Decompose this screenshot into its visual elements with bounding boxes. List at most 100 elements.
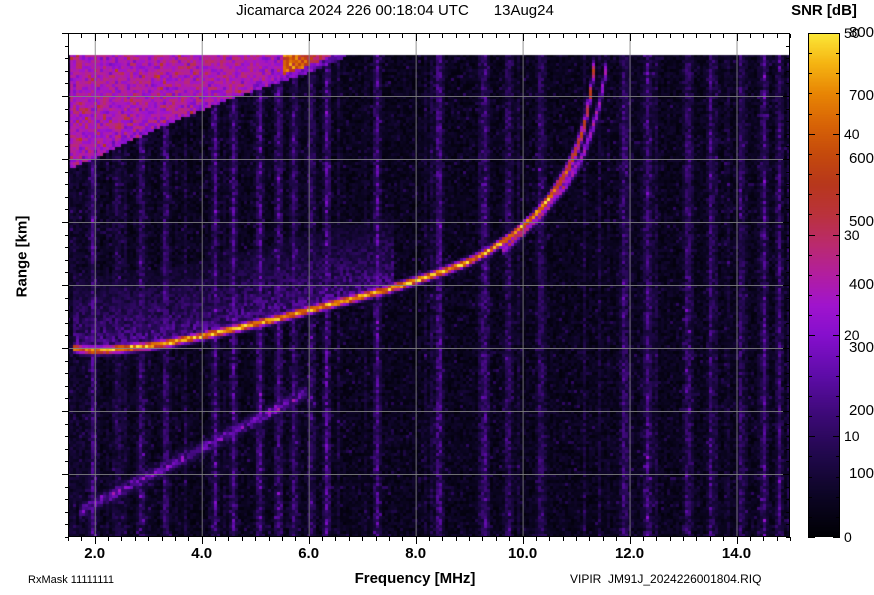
colorbar-tick — [808, 73, 812, 74]
x-tick-minor — [643, 537, 644, 541]
y-axis-tick-label: 400 — [848, 276, 874, 293]
x-axis-tick-label: 4.0 — [191, 545, 213, 562]
y-tick-major — [62, 222, 69, 223]
y-tick-minor — [65, 461, 69, 462]
x-tick-minor — [750, 537, 751, 541]
x-tick-major — [630, 537, 631, 544]
x-tick-minor — [188, 537, 189, 541]
x-tick-minor — [616, 537, 617, 541]
x-tick-major — [523, 537, 524, 544]
y-tick-right — [786, 537, 790, 538]
colorbar-tick — [808, 396, 812, 397]
x-tick-minor — [68, 537, 69, 541]
y-tick-minor — [65, 323, 69, 324]
x-tick-minor — [763, 537, 764, 541]
y-tick-minor — [65, 235, 69, 236]
x-tick-minor — [362, 537, 363, 541]
y-axis-tick-label: 700 — [848, 87, 874, 104]
x-tick-top — [309, 34, 310, 41]
x-tick-minor — [269, 537, 270, 541]
x-tick-minor — [656, 537, 657, 541]
colorbar-tick — [836, 114, 840, 115]
ionogram-heatmap-canvas[interactable] — [68, 33, 790, 537]
x-tick-minor — [215, 537, 216, 541]
colorbar-tick — [808, 356, 812, 357]
x-tick-top — [763, 34, 764, 38]
colorbar[interactable] — [808, 33, 840, 537]
x-tick-minor — [456, 537, 457, 541]
y-tick-minor — [65, 398, 69, 399]
y-tick-minor — [65, 209, 69, 210]
y-tick-right — [786, 361, 790, 362]
y-tick-minor — [65, 310, 69, 311]
x-tick-top — [349, 34, 350, 38]
y-tick-right — [786, 272, 790, 273]
x-tick-top — [188, 34, 189, 38]
y-tick-minor — [65, 71, 69, 72]
y-tick-minor — [65, 361, 69, 362]
colorbar-tick — [808, 477, 812, 478]
x-axis-tick-label: 14.0 — [721, 545, 752, 562]
x-tick-top — [295, 34, 296, 38]
colorbar-tick — [808, 235, 815, 236]
y-tick-right — [786, 71, 790, 72]
x-tick-top — [777, 34, 778, 38]
x-tick-top — [282, 34, 283, 38]
y-tick-minor — [65, 184, 69, 185]
colorbar-tick — [833, 134, 840, 135]
y-tick-minor — [65, 46, 69, 47]
x-tick-major — [416, 537, 417, 544]
colorbar-tick — [808, 275, 812, 276]
colorbar-tick — [808, 255, 812, 256]
y-tick-right — [786, 46, 790, 47]
x-tick-minor — [469, 537, 470, 541]
colorbar-tick — [808, 436, 815, 437]
y-tick-right — [783, 33, 790, 34]
x-tick-top — [255, 34, 256, 38]
x-tick-top — [616, 34, 617, 38]
x-tick-top — [81, 34, 82, 38]
x-tick-top — [670, 34, 671, 38]
x-tick-minor — [376, 537, 377, 541]
colorbar-gradient[interactable] — [808, 33, 840, 537]
y-tick-right — [783, 411, 790, 412]
colorbar-tick — [836, 194, 840, 195]
colorbar-tick — [808, 335, 815, 336]
y-tick-right — [786, 449, 790, 450]
x-tick-top — [723, 34, 724, 38]
colorbar-tick — [836, 214, 840, 215]
x-axis-tick-label: 6.0 — [298, 545, 320, 562]
colorbar-tick — [836, 477, 840, 478]
x-tick-minor — [402, 537, 403, 541]
x-axis-title: Frequency [MHz] — [354, 570, 476, 587]
y-tick-right — [786, 121, 790, 122]
x-tick-minor — [723, 537, 724, 541]
colorbar-tick — [836, 255, 840, 256]
y-tick-right — [786, 310, 790, 311]
x-tick-top — [509, 34, 510, 38]
x-tick-minor — [670, 537, 671, 541]
x-tick-minor — [790, 537, 791, 541]
y-tick-minor — [65, 260, 69, 261]
colorbar-tick — [836, 376, 840, 377]
x-tick-top — [202, 34, 203, 41]
x-tick-top — [482, 34, 483, 38]
colorbar-tick — [836, 53, 840, 54]
x-tick-minor — [148, 537, 149, 541]
colorbar-tick-label: 10 — [844, 428, 860, 445]
x-tick-minor — [228, 537, 229, 541]
y-tick-right — [786, 373, 790, 374]
ionogram-plot-area[interactable] — [68, 33, 790, 537]
y-tick-minor — [65, 83, 69, 84]
colorbar-tick — [836, 356, 840, 357]
colorbar-tick-label: 30 — [844, 226, 860, 243]
x-tick-top — [135, 34, 136, 38]
colorbar-tick — [836, 93, 840, 94]
colorbar-tick — [808, 114, 812, 115]
x-tick-minor — [589, 537, 590, 541]
source-file-label: VIPIR JM91J_2024226001804.RIQ — [570, 572, 762, 586]
y-tick-minor — [65, 197, 69, 198]
x-axis-tick-label: 8.0 — [405, 545, 427, 562]
x-tick-top — [429, 34, 430, 38]
